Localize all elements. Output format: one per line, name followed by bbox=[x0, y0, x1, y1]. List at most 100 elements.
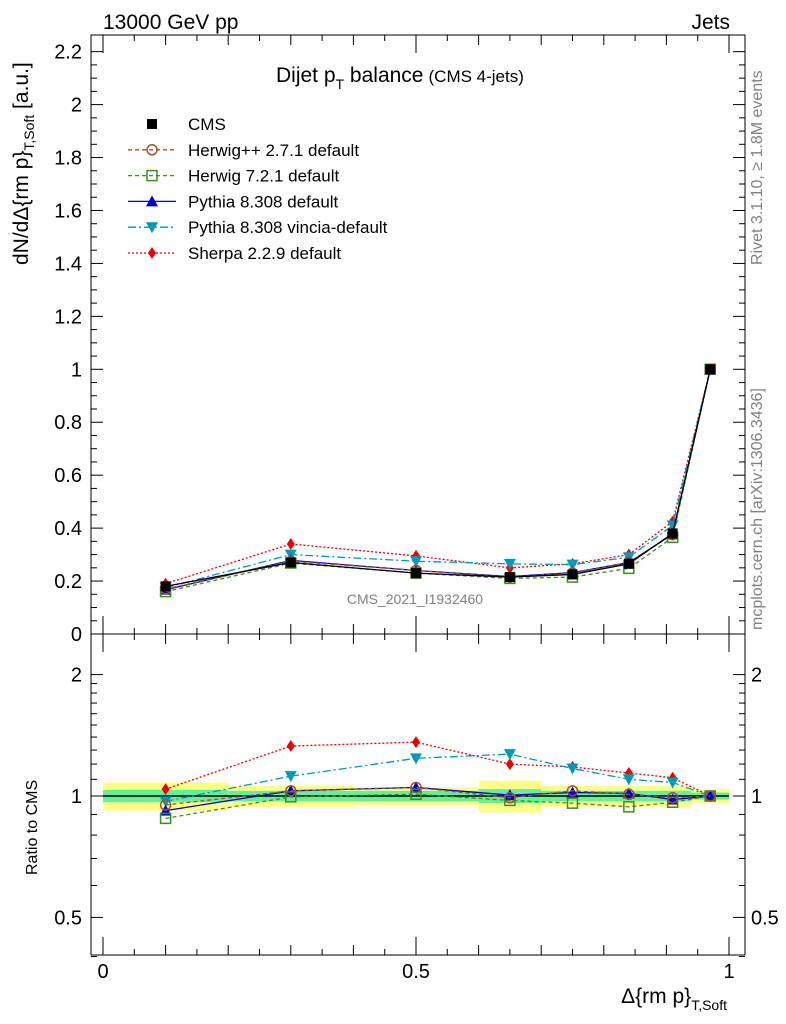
ratio-point-pythia-8-308-vincia-default bbox=[410, 753, 422, 765]
main-line-pythia-8-308-vincia-default bbox=[165, 369, 711, 589]
legend-marker bbox=[147, 119, 157, 129]
x-axis-title: Δ{rm p}T,Soft bbox=[621, 985, 727, 1013]
y-tick-label: 0.4 bbox=[54, 518, 82, 540]
rivet-label: Rivet 3.1.10, ≥ 1.8M events bbox=[749, 70, 766, 265]
ratio-point-herwig-7-2-1-default bbox=[666, 796, 679, 808]
legend-entry-herwig-7-2-1-default: Herwig 7.2.1 default bbox=[128, 167, 339, 186]
series-layer bbox=[159, 363, 717, 825]
process-label: Jets bbox=[691, 11, 730, 34]
legend-label: CMS bbox=[188, 115, 226, 134]
x-tick-label: 1 bbox=[723, 961, 734, 983]
legend-label: Pythia 8.308 vincia-default bbox=[188, 218, 388, 237]
legend-entry-pythia-8-308-default: Pythia 8.308 default bbox=[128, 192, 339, 211]
ratio-point-sherpa-2-2-9-default bbox=[412, 736, 420, 749]
main-point-cms bbox=[504, 572, 515, 583]
ratio-point-sherpa-2-2-9-default bbox=[505, 758, 514, 771]
x-tick-label: 0.5 bbox=[402, 961, 430, 983]
ratio-point-herwig-7-2-1-default bbox=[623, 801, 635, 813]
legend-marker bbox=[146, 169, 158, 182]
main-point-cms bbox=[411, 568, 421, 579]
ratio-point-pythia-8-308-vincia-default bbox=[159, 796, 172, 808]
legend: CMS Herwig++ 2.7.1 default Herwig 7.2.1 de… bbox=[128, 115, 388, 263]
main-point-cms bbox=[667, 528, 678, 539]
y-tick-label: 0.2 bbox=[54, 571, 82, 593]
ratio-point-pythia-8-308-default bbox=[704, 790, 717, 801]
ratio-line-sherpa-2-2-9-default bbox=[165, 741, 711, 797]
ratio-point-herwig-7-2-1-default bbox=[566, 797, 579, 809]
y-tick-label: 0.8 bbox=[54, 412, 82, 434]
y-tick-label: 2.2 bbox=[54, 42, 82, 64]
main-point-sherpa-2-2-9-default bbox=[286, 538, 295, 551]
ratio-series-herwig-2-7-1-default bbox=[159, 781, 716, 811]
main-point-cms bbox=[705, 364, 716, 375]
analysis-watermark: CMS_2021_I1932460 bbox=[347, 591, 483, 607]
y-tick-label: 1.8 bbox=[54, 148, 82, 170]
y-tick-label: 1.4 bbox=[54, 253, 82, 275]
y-axis-title: dN/dΔ{rm p}T,Soft [a.u.] bbox=[10, 62, 37, 265]
ratio-y-tick-label-right: 2 bbox=[751, 665, 762, 687]
ratio-point-herwig-2-7-1-default bbox=[159, 799, 172, 811]
legend-label: Herwig++ 2.7.1 default bbox=[188, 141, 359, 160]
x-tick-label: 0 bbox=[97, 961, 108, 983]
ratio-point-herwig-2-7-1-default bbox=[410, 781, 422, 794]
ratio-point-herwig-2-7-1-default bbox=[623, 788, 635, 801]
main-point-cms bbox=[285, 557, 296, 568]
ratio-y-tick-label: 1 bbox=[71, 786, 82, 808]
ratio-point-herwig-2-7-1-default bbox=[566, 785, 579, 797]
ratio-y-tick-label-right: 0.5 bbox=[751, 907, 779, 929]
ratio-point-pythia-8-308-default bbox=[503, 789, 516, 801]
ratio-point-pythia-8-308-vincia-default bbox=[503, 749, 516, 761]
ratio-line-herwig-7-2-1-default bbox=[165, 793, 711, 820]
ratio-y-axis-title: Ratio to CMS bbox=[24, 780, 41, 875]
ratio-point-herwig-2-7-1-default bbox=[666, 792, 679, 804]
legend-entry-sherpa-2-2-9-default: Sherpa 2.2.9 default bbox=[128, 244, 341, 263]
mcplots-label: mcplots.cern.ch [arXiv:1306.3436] bbox=[749, 388, 766, 630]
main-point-cms bbox=[567, 569, 578, 580]
main-line-cms bbox=[165, 369, 711, 587]
main-line-herwig-2-7-1-default bbox=[165, 369, 711, 590]
legend-marker bbox=[146, 195, 158, 207]
ratio-point-herwig-2-7-1-default bbox=[285, 785, 297, 797]
main-point-pythia-8-308-vincia-default bbox=[410, 556, 422, 568]
energy-label: 13000 GeV pp bbox=[103, 11, 238, 34]
y-tick-label: 1.6 bbox=[54, 200, 82, 222]
main-point-pythia-8-308-vincia-default bbox=[566, 559, 579, 571]
legend-entry-cms: CMS bbox=[147, 115, 226, 134]
ratio-point-sherpa-2-2-9-default bbox=[161, 783, 170, 796]
ratio-frame bbox=[90, 633, 746, 956]
legend-marker bbox=[148, 247, 156, 259]
y-tick-label: 1 bbox=[71, 359, 82, 381]
legend-label: Pythia 8.308 default bbox=[188, 192, 339, 211]
ratio-y-tick-label-right: 1 bbox=[751, 786, 762, 808]
ratio-point-pythia-8-308-default bbox=[622, 787, 635, 799]
main-point-cms bbox=[623, 558, 634, 569]
ratio-y-tick-label: 0.5 bbox=[54, 907, 82, 929]
ratio-point-herwig-7-2-1-default bbox=[285, 791, 297, 803]
legend-entry-herwig-2-7-1-default: Herwig++ 2.7.1 default bbox=[128, 141, 359, 160]
ratio-point-sherpa-2-2-9-default bbox=[286, 740, 295, 753]
axes-layer: 0 0.2 0.4 0.6 0.8 1 1.2 1.4 1.6 1.8 2 2.2 0.5 0.5 1 1 2 2… bbox=[54, 34, 779, 983]
plot-title: Dijet pT balance (CMS 4-jets) bbox=[276, 64, 524, 92]
ratio-point-herwig-2-7-1-default bbox=[504, 792, 516, 804]
legend-label: Sherpa 2.2.9 default bbox=[188, 244, 341, 263]
main-line-sherpa-2-2-9-default bbox=[165, 369, 711, 585]
ratio-point-pythia-8-308-vincia-default bbox=[666, 777, 679, 789]
ratio-y-tick-label: 2 bbox=[71, 665, 82, 687]
y-tick-label: 0 bbox=[71, 624, 82, 646]
ratio-series-pythia-8-308-vincia-default bbox=[159, 749, 717, 808]
y-tick-label: 2 bbox=[71, 95, 82, 117]
legend-label: Herwig 7.2.1 default bbox=[188, 167, 339, 186]
y-tick-label: 0.6 bbox=[54, 465, 82, 487]
ratio-line-pythia-8-308-default bbox=[165, 786, 711, 812]
ratio-point-pythia-8-308-vincia-default bbox=[284, 771, 297, 783]
ratio-point-herwig-7-2-1-default bbox=[410, 788, 422, 801]
main-point-cms bbox=[160, 581, 171, 592]
main-series-cms bbox=[160, 364, 716, 592]
legend-marker bbox=[146, 144, 158, 156]
main-point-pythia-8-308-vincia-default bbox=[503, 558, 516, 570]
ratio-point-herwig-2-7-1-default bbox=[704, 790, 716, 802]
ratio-point-pythia-8-308-vincia-default bbox=[566, 763, 579, 775]
y-tick-label: 1.2 bbox=[54, 306, 82, 328]
legend-entry-pythia-8-308-vincia-default: Pythia 8.308 vincia-default bbox=[128, 218, 388, 237]
